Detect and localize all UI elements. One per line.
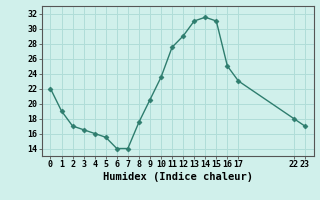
X-axis label: Humidex (Indice chaleur): Humidex (Indice chaleur) — [103, 172, 252, 182]
